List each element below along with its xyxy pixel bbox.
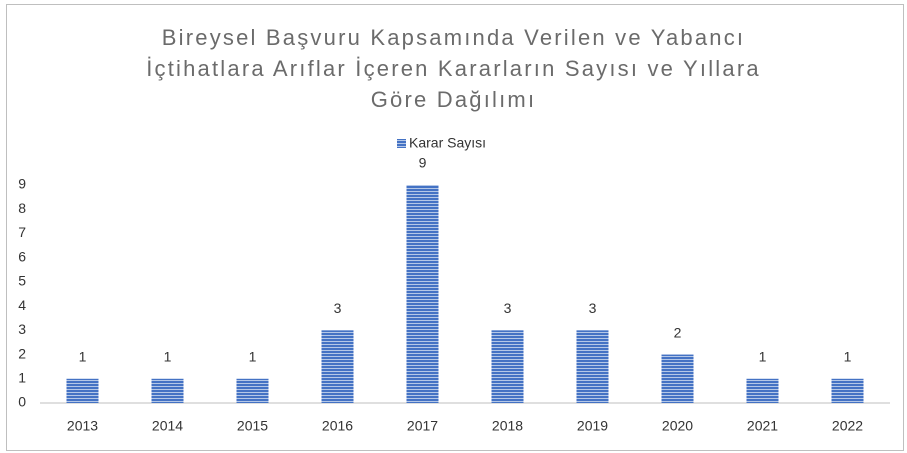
x-tick-label: 2017	[407, 418, 438, 434]
data-label: 2	[674, 324, 682, 340]
bar	[66, 378, 99, 403]
chart-title: Bireysel Başvuru Kapsamında Verilen ve Y…	[146, 25, 761, 112]
data-label: 1	[79, 348, 87, 364]
x-tick-label: 2019	[577, 418, 608, 434]
bar	[746, 378, 779, 403]
y-tick-label: 2	[18, 345, 26, 361]
data-label: 3	[504, 300, 512, 316]
x-tick-label: 2014	[152, 418, 183, 434]
bar	[321, 330, 354, 403]
bar	[236, 378, 269, 403]
data-label: 1	[164, 348, 172, 364]
data-label: 3	[589, 300, 597, 316]
y-tick-label: 4	[18, 297, 26, 313]
y-tick-label: 6	[18, 248, 26, 264]
y-tick-label: 0	[18, 394, 26, 410]
y-tick-label: 7	[18, 224, 26, 240]
legend-swatch	[397, 139, 406, 148]
data-label: 9	[419, 155, 427, 171]
x-tick-label: 2013	[67, 418, 98, 434]
x-tick-label: 2022	[832, 418, 863, 434]
bar	[831, 378, 864, 403]
y-tick-label: 9	[18, 176, 26, 192]
legend-label: Karar Sayısı	[409, 135, 486, 151]
x-tick-label: 2018	[492, 418, 523, 434]
bar	[661, 354, 694, 403]
data-label: 3	[334, 300, 342, 316]
data-label: 1	[759, 348, 767, 364]
y-tick-label: 5	[18, 273, 26, 289]
x-tick-label: 2015	[237, 418, 268, 434]
x-tick-label: 2021	[747, 418, 778, 434]
bar	[151, 378, 184, 403]
chart-border	[6, 4, 904, 451]
data-label: 1	[844, 348, 852, 364]
bar	[576, 330, 609, 403]
y-tick-label: 1	[18, 369, 26, 385]
x-tick-label: 2020	[662, 418, 693, 434]
data-label: 1	[249, 348, 257, 364]
y-tick-label: 8	[18, 200, 26, 216]
x-tick-label: 2016	[322, 418, 353, 434]
y-tick-label: 3	[18, 321, 26, 337]
bar	[491, 330, 524, 403]
bar	[406, 185, 439, 403]
